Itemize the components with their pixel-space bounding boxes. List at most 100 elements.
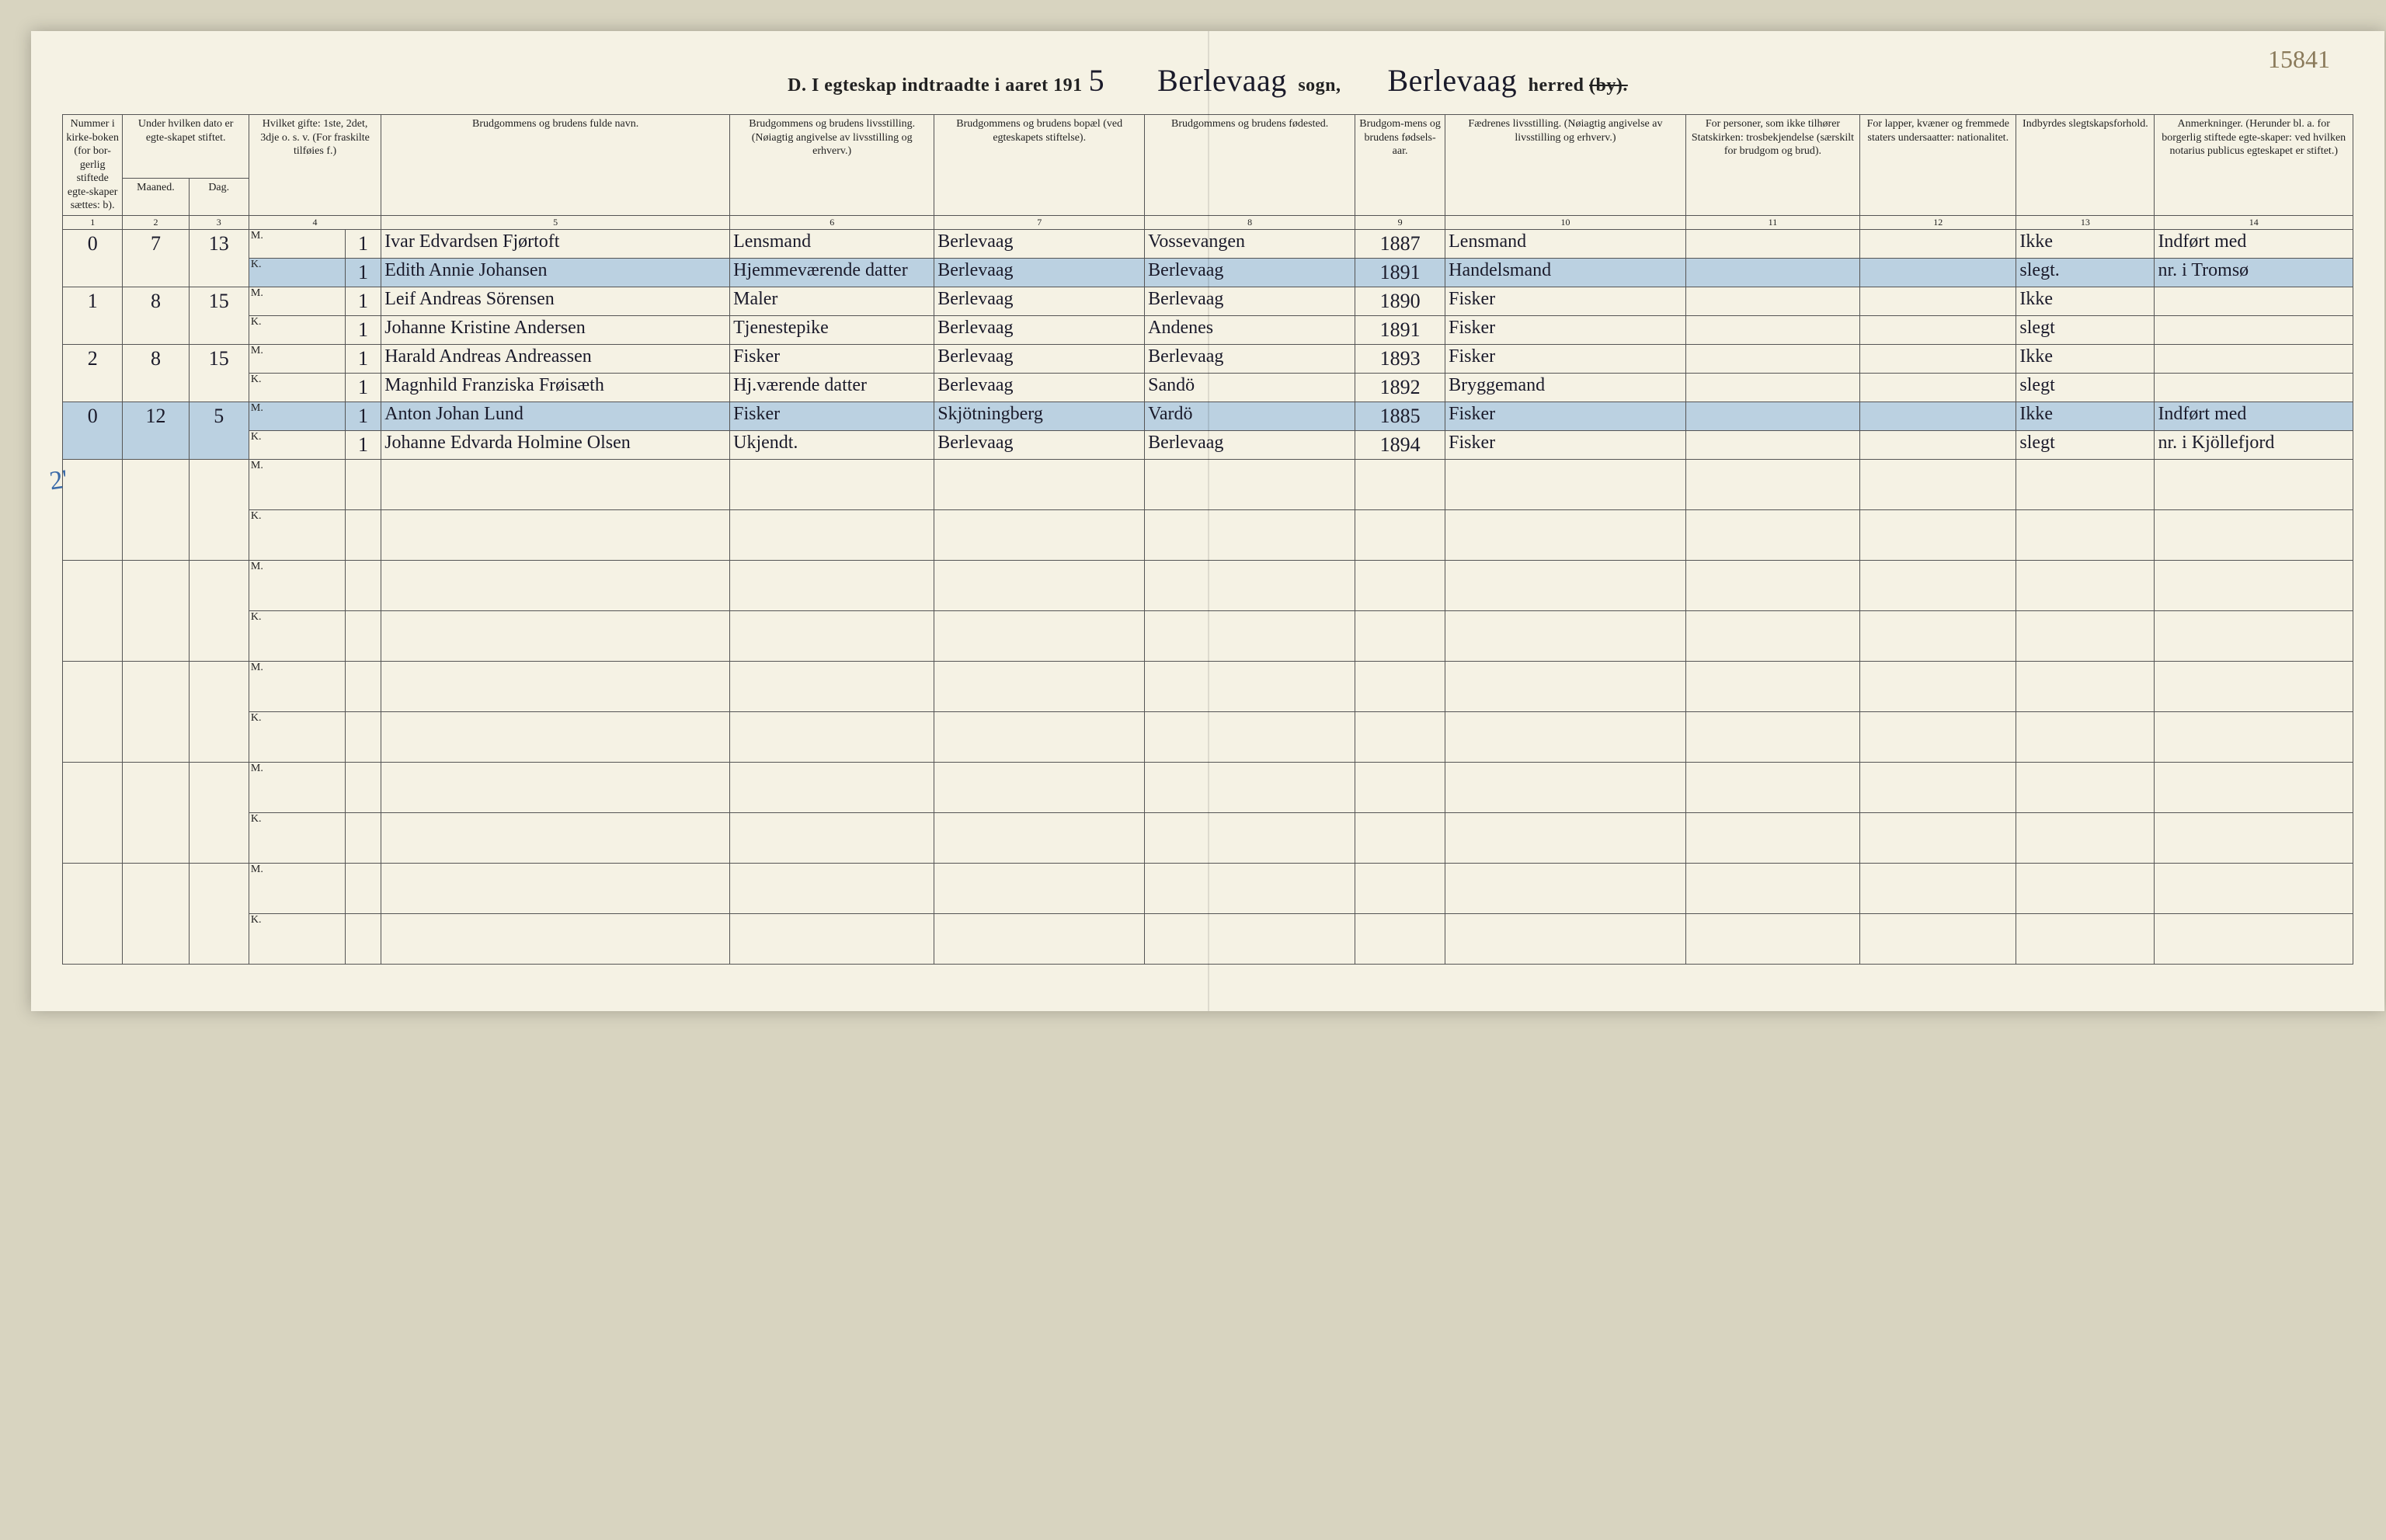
empty-cell xyxy=(345,812,381,863)
empty-cell xyxy=(730,661,934,711)
gifte-value: 1 xyxy=(345,229,381,258)
empty-cell xyxy=(345,459,381,509)
empty-cell xyxy=(123,762,189,863)
header-herred-value: Berlevaag xyxy=(1382,63,1524,98)
m-label: M. xyxy=(249,560,345,610)
nationalitet xyxy=(1860,315,2016,344)
anmerkning xyxy=(2155,373,2353,402)
faedrenes-stilling: Fisker xyxy=(1445,315,1686,344)
empty-cell xyxy=(1355,610,1445,661)
faedrenes-stilling: Fisker xyxy=(1445,430,1686,459)
empty-cell xyxy=(63,661,123,762)
empty-cell xyxy=(1145,913,1355,964)
faedrenes-stilling: Fisker xyxy=(1445,344,1686,373)
empty-cell xyxy=(2155,711,2353,762)
m-label: M. xyxy=(249,762,345,812)
fulde-navn: Ivar Edvardsen Fjørtoft xyxy=(381,229,730,258)
entry-number: 2 xyxy=(63,344,123,402)
empty-cell xyxy=(2016,913,2155,964)
empty-cell xyxy=(1355,863,1445,913)
maaned: 12 xyxy=(123,402,189,459)
empty-cell xyxy=(1860,459,2016,509)
bopael: Skjötningberg xyxy=(934,402,1145,430)
m-label: M. xyxy=(249,229,345,258)
dag: 13 xyxy=(189,229,249,287)
entry-number: 0 xyxy=(63,229,123,287)
fodested: Berlevaag xyxy=(1145,287,1355,315)
colnum: 12 xyxy=(1860,215,2016,229)
colnum: 7 xyxy=(934,215,1145,229)
nationalitet xyxy=(1860,344,2016,373)
table-row: K. xyxy=(63,913,2353,964)
slegtskap: Ikke xyxy=(2016,402,2155,430)
empty-cell xyxy=(1355,711,1445,762)
empty-cell xyxy=(381,812,730,863)
colnum: 9 xyxy=(1355,215,1445,229)
m-label: M. xyxy=(249,287,345,315)
empty-cell xyxy=(1145,711,1355,762)
anmerkning xyxy=(2155,315,2353,344)
fulde-navn: Harald Andreas Andreassen xyxy=(381,344,730,373)
colnum: 13 xyxy=(2016,215,2155,229)
empty-cell xyxy=(1445,610,1686,661)
empty-cell xyxy=(1445,661,1686,711)
empty-cell xyxy=(345,560,381,610)
k-label: K. xyxy=(249,913,345,964)
empty-cell xyxy=(1355,509,1445,560)
header-year-digit: 5 xyxy=(1083,63,1111,98)
empty-cell xyxy=(1445,459,1686,509)
trosbekjendelse xyxy=(1685,402,1859,430)
empty-cell xyxy=(730,812,934,863)
slegtskap: slegt xyxy=(2016,430,2155,459)
col-header-5: Brudgommens og brudens fulde navn. xyxy=(381,115,730,216)
table-row: 0125M.1Anton Johan LundFiskerSkjötningbe… xyxy=(63,402,2353,430)
col-header-4: Hvilket gifte: 1ste, 2det, 3dje o. s. v.… xyxy=(249,115,381,216)
livsstilling: Hj.værende datter xyxy=(730,373,934,402)
empty-cell xyxy=(2016,711,2155,762)
fulde-navn: Magnhild Franziska Frøisæth xyxy=(381,373,730,402)
empty-cell xyxy=(1860,711,2016,762)
colnum: 8 xyxy=(1145,215,1355,229)
empty-cell xyxy=(2155,459,2353,509)
fodselsaar: 1892 xyxy=(1355,373,1445,402)
empty-cell xyxy=(934,863,1145,913)
empty-cell xyxy=(730,459,934,509)
table-row: K.1Edith Annie JohansenHjemmeværende dat… xyxy=(63,258,2353,287)
faedrenes-stilling: Bryggemand xyxy=(1445,373,1686,402)
nationalitet xyxy=(1860,258,2016,287)
colnum: 14 xyxy=(2155,215,2353,229)
k-label: K. xyxy=(249,610,345,661)
slegtskap: Ikke xyxy=(2016,344,2155,373)
maaned: 8 xyxy=(123,344,189,402)
empty-cell xyxy=(934,812,1145,863)
empty-cell xyxy=(1860,762,2016,812)
empty-cell xyxy=(1860,509,2016,560)
empty-cell xyxy=(1685,812,1859,863)
livsstilling: Maler xyxy=(730,287,934,315)
empty-cell xyxy=(1445,711,1686,762)
empty-cell xyxy=(1685,711,1859,762)
empty-cell xyxy=(2016,863,2155,913)
empty-cell xyxy=(1145,459,1355,509)
empty-cell xyxy=(345,762,381,812)
faedrenes-stilling: Handelsmand xyxy=(1445,258,1686,287)
empty-cell xyxy=(1685,661,1859,711)
col-header-12: For lapper, kvæner og fremmede staters u… xyxy=(1860,115,2016,216)
empty-cell xyxy=(1355,459,1445,509)
empty-cell xyxy=(730,560,934,610)
gifte-value: 1 xyxy=(345,287,381,315)
m-label: M. xyxy=(249,661,345,711)
empty-cell xyxy=(189,661,249,762)
col-subheader-2: Maaned. xyxy=(123,178,189,215)
col-header-11: For personer, som ikke tilhører Statskir… xyxy=(1685,115,1859,216)
dag: 15 xyxy=(189,287,249,344)
maaned: 7 xyxy=(123,229,189,287)
k-label: K. xyxy=(249,812,345,863)
empty-cell xyxy=(1445,812,1686,863)
m-label: M. xyxy=(249,863,345,913)
trosbekjendelse xyxy=(1685,258,1859,287)
header-sogn-value: Berlevaag xyxy=(1151,63,1293,98)
empty-cell xyxy=(1355,812,1445,863)
bopael: Berlevaag xyxy=(934,315,1145,344)
empty-cell xyxy=(730,863,934,913)
